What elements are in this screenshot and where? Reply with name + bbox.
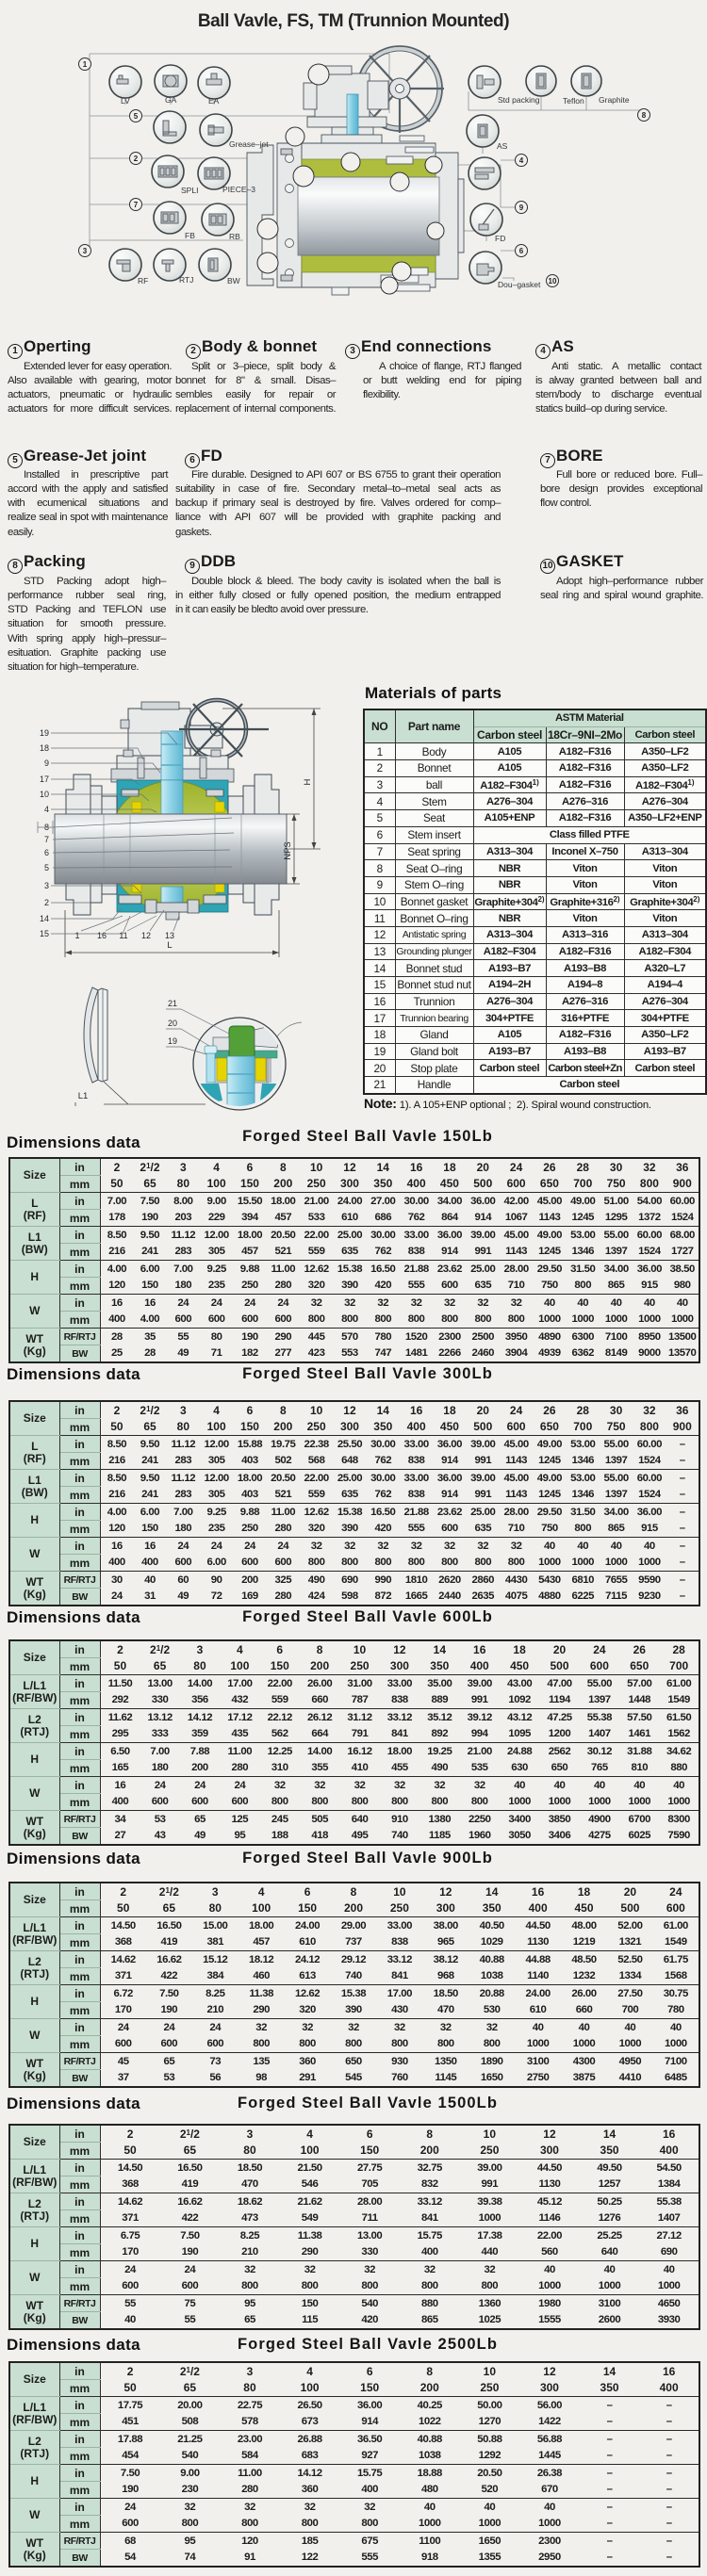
- svg-text:16: 16: [97, 931, 107, 940]
- svg-text:20: 20: [168, 1019, 177, 1028]
- svg-text:18: 18: [40, 743, 49, 753]
- svg-text:RTJ: RTJ: [179, 275, 193, 285]
- svg-text:H: H: [303, 778, 313, 785]
- svg-text:L1: L1: [78, 1091, 89, 1101]
- svg-text:2: 2: [134, 155, 139, 163]
- svg-text:6: 6: [519, 247, 524, 255]
- svg-text:7: 7: [134, 201, 139, 209]
- svg-text:4: 4: [519, 156, 524, 165]
- svg-text:RB: RB: [229, 232, 240, 241]
- svg-text:6: 6: [44, 848, 49, 857]
- svg-text:15: 15: [40, 929, 49, 938]
- svg-text:13: 13: [165, 931, 174, 940]
- svg-text:FD: FD: [495, 234, 505, 243]
- svg-text:1: 1: [83, 60, 88, 69]
- svg-text:5: 5: [134, 112, 139, 121]
- svg-text:SPLI: SPLI: [181, 186, 198, 195]
- svg-text:19: 19: [40, 728, 49, 738]
- svg-text:BW: BW: [227, 276, 240, 285]
- svg-text:RF: RF: [138, 276, 148, 285]
- svg-text:14: 14: [40, 914, 49, 923]
- svg-text:Graphite: Graphite: [599, 95, 630, 105]
- svg-text:GA: GA: [165, 95, 177, 105]
- svg-text:12: 12: [141, 931, 151, 940]
- svg-text:Teflon: Teflon: [563, 96, 584, 106]
- svg-text:1: 1: [74, 931, 79, 940]
- svg-text:Dou–gasket: Dou–gasket: [498, 280, 541, 289]
- svg-text:EA: EA: [208, 96, 220, 106]
- svg-text:9: 9: [519, 204, 524, 212]
- svg-text:5: 5: [44, 863, 49, 872]
- svg-text:10: 10: [549, 277, 557, 285]
- svg-text:10: 10: [40, 790, 49, 799]
- svg-text:NPS: NPS: [283, 841, 293, 860]
- svg-text:19: 19: [168, 1036, 177, 1046]
- svg-text:7: 7: [44, 835, 49, 844]
- svg-text:3: 3: [83, 247, 88, 255]
- svg-text:Grease–jet: Grease–jet: [229, 139, 269, 149]
- svg-text:Std packing: Std packing: [498, 95, 540, 105]
- svg-text:9: 9: [44, 758, 49, 768]
- svg-text:PIECE–3: PIECE–3: [222, 185, 255, 194]
- svg-text:11: 11: [119, 931, 127, 940]
- svg-text:8: 8: [642, 111, 647, 120]
- svg-text:FB: FB: [185, 231, 195, 240]
- svg-text:3: 3: [44, 881, 49, 890]
- svg-text:AS: AS: [497, 141, 508, 151]
- svg-text:LV: LV: [121, 96, 130, 106]
- svg-text:2: 2: [44, 898, 49, 907]
- svg-text:17: 17: [40, 774, 49, 784]
- svg-text:L: L: [167, 940, 172, 951]
- svg-text:21: 21: [168, 999, 177, 1008]
- svg-text:4: 4: [44, 805, 49, 814]
